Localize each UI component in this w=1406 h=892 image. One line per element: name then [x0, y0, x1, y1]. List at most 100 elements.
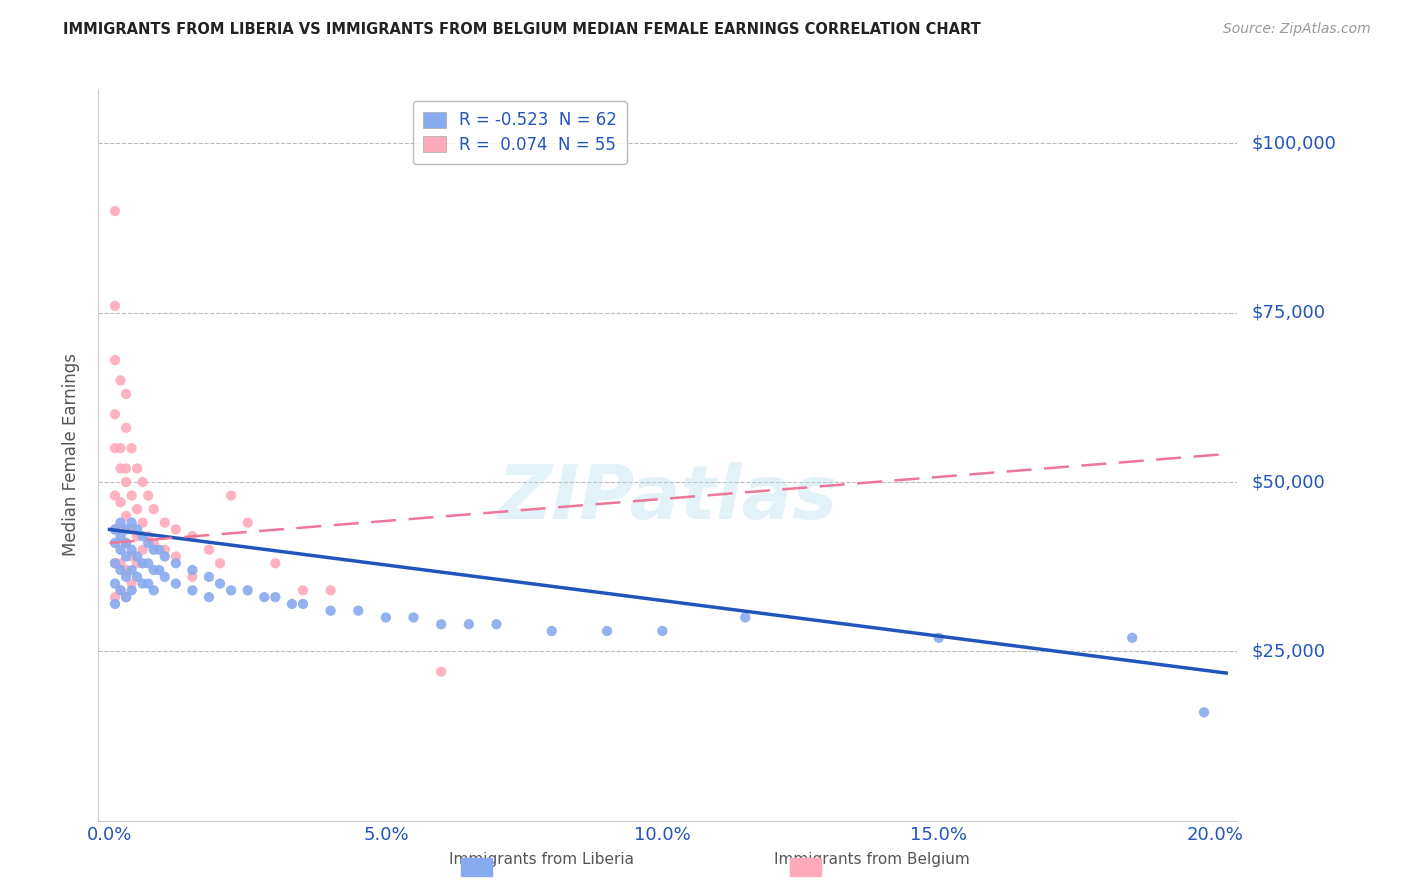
Legend: R = -0.523  N = 62, R =  0.074  N = 55: R = -0.523 N = 62, R = 0.074 N = 55: [412, 101, 627, 164]
Point: [115, 536, 138, 550]
Point: [198, 542, 221, 557]
Point: [115, 549, 138, 564]
Point: [121, 583, 143, 598]
Point: [121, 542, 143, 557]
Point: [347, 604, 370, 618]
Point: [181, 563, 204, 577]
Text: IMMIGRANTS FROM LIBERIA VS IMMIGRANTS FROM BELGIUM MEDIAN FEMALE EARNINGS CORREL: IMMIGRANTS FROM LIBERIA VS IMMIGRANTS FR…: [63, 22, 981, 37]
Point: [181, 529, 204, 543]
Point: [198, 570, 221, 584]
Point: [104, 204, 127, 219]
Point: [264, 590, 287, 604]
Point: [540, 624, 562, 638]
Point: [104, 353, 127, 368]
Point: [110, 529, 132, 543]
Point: [153, 570, 176, 584]
Point: [181, 583, 204, 598]
Text: Immigrants from Belgium: Immigrants from Belgium: [773, 852, 970, 867]
Point: [198, 590, 221, 604]
Point: [181, 570, 204, 584]
Text: $75,000: $75,000: [1251, 303, 1326, 322]
Point: [136, 556, 159, 570]
Point: [136, 489, 159, 503]
Point: [127, 523, 149, 537]
Point: [142, 536, 165, 550]
Point: [104, 407, 127, 421]
Point: [131, 556, 153, 570]
Point: [457, 617, 479, 632]
Point: [110, 441, 132, 455]
Point: [153, 549, 176, 564]
Point: [104, 523, 127, 537]
Point: [110, 583, 132, 598]
Point: [264, 556, 287, 570]
Point: [115, 536, 138, 550]
Point: [319, 583, 342, 598]
Point: [136, 576, 159, 591]
Point: [485, 617, 508, 632]
Point: [165, 523, 187, 537]
Text: Source: ZipAtlas.com: Source: ZipAtlas.com: [1223, 22, 1371, 37]
Point: [121, 576, 143, 591]
Point: [131, 542, 153, 557]
Point: [110, 373, 132, 387]
Text: $50,000: $50,000: [1251, 473, 1324, 491]
Point: [121, 563, 143, 577]
Point: [153, 516, 176, 530]
Point: [148, 563, 170, 577]
Point: [104, 597, 127, 611]
Text: $25,000: $25,000: [1251, 642, 1326, 660]
Point: [110, 542, 132, 557]
Point: [136, 529, 159, 543]
Point: [104, 556, 127, 570]
Point: [115, 563, 138, 577]
Point: [165, 576, 187, 591]
Point: [402, 610, 425, 624]
Point: [374, 610, 396, 624]
Text: ZIPatlas: ZIPatlas: [498, 462, 838, 535]
Point: [127, 529, 149, 543]
Point: [110, 583, 132, 598]
Point: [104, 299, 127, 313]
Point: [115, 508, 138, 523]
Point: [131, 576, 153, 591]
Point: [115, 475, 138, 489]
Point: [209, 556, 232, 570]
Point: [115, 523, 138, 537]
Point: [110, 556, 132, 570]
Point: [121, 516, 143, 530]
Point: [127, 502, 149, 516]
Point: [209, 576, 232, 591]
Point: [121, 489, 143, 503]
Text: $100,000: $100,000: [1251, 135, 1336, 153]
Point: [110, 523, 132, 537]
Point: [115, 387, 138, 401]
Point: [165, 549, 187, 564]
Point: [928, 631, 950, 645]
Point: [110, 516, 132, 530]
Point: [110, 563, 132, 577]
Point: [596, 624, 619, 638]
Point: [236, 516, 259, 530]
Point: [110, 461, 132, 475]
Point: [153, 542, 176, 557]
Point: [734, 610, 756, 624]
Point: [127, 556, 149, 570]
Point: [142, 542, 165, 557]
Point: [136, 536, 159, 550]
Point: [115, 461, 138, 475]
Point: [148, 542, 170, 557]
Point: [142, 502, 165, 516]
Point: [131, 516, 153, 530]
Point: [253, 590, 276, 604]
Point: [104, 556, 127, 570]
Point: [291, 597, 314, 611]
Point: [219, 583, 242, 598]
Point: [142, 563, 165, 577]
Point: [1192, 706, 1215, 720]
Y-axis label: Median Female Earnings: Median Female Earnings: [62, 353, 80, 557]
Point: [115, 590, 138, 604]
Point: [291, 583, 314, 598]
Point: [104, 489, 127, 503]
Text: Immigrants from Liberia: Immigrants from Liberia: [449, 852, 634, 867]
